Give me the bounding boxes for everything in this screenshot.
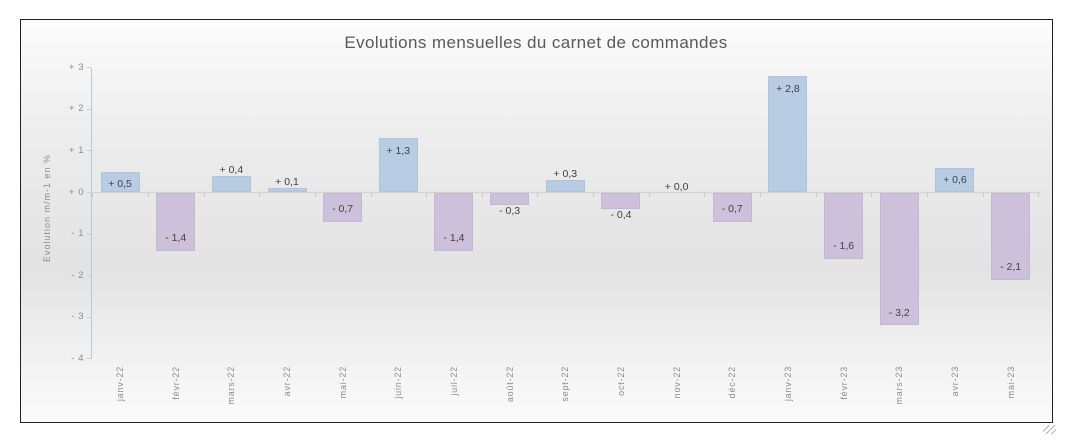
x-tick-mark	[203, 193, 205, 197]
y-tick-label: - 2	[71, 269, 84, 281]
x-tick-mark	[1038, 193, 1040, 197]
x-axis-label-févr-23: févr-23	[838, 366, 849, 400]
resize-grip-icon	[1043, 425, 1056, 434]
x-axis-label-avr-23: avr-23	[949, 366, 960, 397]
bar-août-22	[490, 192, 530, 205]
x-tick-mark	[982, 193, 984, 197]
x-axis-label-janv-23: janv-23	[782, 366, 793, 402]
data-label-avr-22: + 0,1	[275, 176, 299, 189]
y-axis-line	[91, 68, 92, 359]
data-label-févr-22: - 1,4	[165, 232, 187, 245]
y-tick-label: + 2	[69, 103, 84, 115]
data-label-janv-22: + 0,5	[108, 178, 132, 191]
bar-juil-22	[434, 192, 474, 251]
y-tick-mark	[87, 316, 91, 318]
bar-févr-23	[824, 192, 864, 259]
bar-juin-22	[378, 138, 418, 193]
bar-déc-22	[712, 192, 752, 222]
x-axis-label-nov-22: nov-22	[671, 366, 682, 399]
data-label-août-22: - 0,3	[499, 204, 521, 217]
x-tick-mark	[537, 193, 539, 197]
data-label-mai-22: - 0,7	[332, 203, 354, 216]
bar-avr-22	[267, 188, 307, 193]
x-tick-mark	[259, 193, 261, 197]
bar-sept-22	[545, 180, 585, 193]
bar-avr-23	[935, 167, 975, 193]
y-tick-label: - 4	[71, 352, 84, 364]
x-axis-label-mars-23: mars-23	[894, 366, 905, 405]
data-label-mars-22: + 0,4	[219, 163, 244, 176]
x-axis-label-déc-22: déc-22	[727, 366, 738, 399]
y-axis-title: Evolution m/m-1 en %	[42, 153, 52, 263]
bar-janv-23	[768, 76, 808, 193]
bar-mai-22	[323, 192, 363, 222]
x-tick-mark	[481, 193, 483, 197]
data-label-mars-23: - 3,2	[888, 306, 910, 319]
x-tick-mark	[92, 193, 94, 197]
y-tick-mark	[87, 150, 91, 152]
y-tick-label: + 0	[69, 186, 84, 198]
data-label-avr-23: + 0,6	[943, 174, 967, 187]
x-axis-label-mars-22: mars-22	[226, 366, 237, 405]
y-tick-mark	[87, 275, 91, 277]
x-axis-label-juil-22: juil-22	[448, 366, 459, 396]
y-tick-mark	[87, 358, 91, 360]
x-axis-label-mai-23: mai-23	[1005, 366, 1016, 399]
y-tick-mark	[87, 233, 91, 235]
y-tick-label: + 1	[69, 144, 84, 156]
bar-mars-23	[879, 192, 919, 326]
bar-oct-22	[601, 192, 641, 210]
x-axis-label-oct-22: oct-22	[615, 366, 626, 396]
bar-mars-22	[211, 175, 251, 193]
x-tick-mark	[370, 193, 372, 197]
x-tick-mark	[815, 193, 817, 197]
x-tick-mark	[648, 193, 650, 197]
x-axis-label-août-22: août-22	[504, 366, 515, 403]
x-axis-baseline	[88, 192, 1041, 193]
x-axis-label-avr-22: avr-22	[282, 366, 292, 397]
data-label-déc-22: - 0,7	[721, 203, 743, 216]
y-tick-mark	[87, 67, 91, 69]
data-label-oct-22: - 0,4	[610, 209, 632, 222]
data-label-nov-22: + 0,0	[664, 180, 689, 193]
x-tick-mark	[704, 193, 706, 197]
data-label-mai-23: - 2,1	[1000, 261, 1022, 274]
data-label-juil-22: - 1,4	[443, 232, 465, 245]
x-tick-mark	[314, 193, 316, 197]
data-label-juin-22: + 1,3	[386, 144, 411, 157]
y-tick-label: + 3	[69, 61, 84, 73]
x-axis-label-févr-22: févr-22	[170, 366, 181, 400]
x-axis-label-janv-22: janv-22	[115, 366, 126, 402]
y-tick-mark	[87, 108, 91, 110]
x-tick-mark	[927, 193, 929, 197]
x-tick-mark	[871, 193, 873, 197]
bar-mai-23	[991, 192, 1031, 280]
chart-title: Evolutions mensuelles du carnet de comma…	[344, 33, 728, 52]
data-label-janv-23: + 2,8	[776, 82, 800, 95]
x-tick-mark	[147, 193, 149, 197]
y-tick-mark	[87, 192, 91, 193]
x-axis-label-juin-22: juin-22	[393, 366, 404, 399]
x-tick-mark	[426, 193, 428, 197]
data-label-févr-23: - 1,6	[833, 240, 855, 253]
x-axis-label-sept-22: sept-22	[560, 366, 571, 402]
y-tick-label: - 1	[71, 228, 84, 240]
x-tick-mark	[593, 193, 595, 197]
x-axis-label-mai-22: mai-22	[337, 366, 348, 399]
bar-janv-22	[100, 171, 140, 193]
data-label-sept-22: + 0,3	[553, 168, 578, 181]
bar-févr-22	[156, 192, 196, 251]
x-tick-mark	[760, 193, 762, 197]
y-tick-label: - 3	[71, 311, 84, 323]
